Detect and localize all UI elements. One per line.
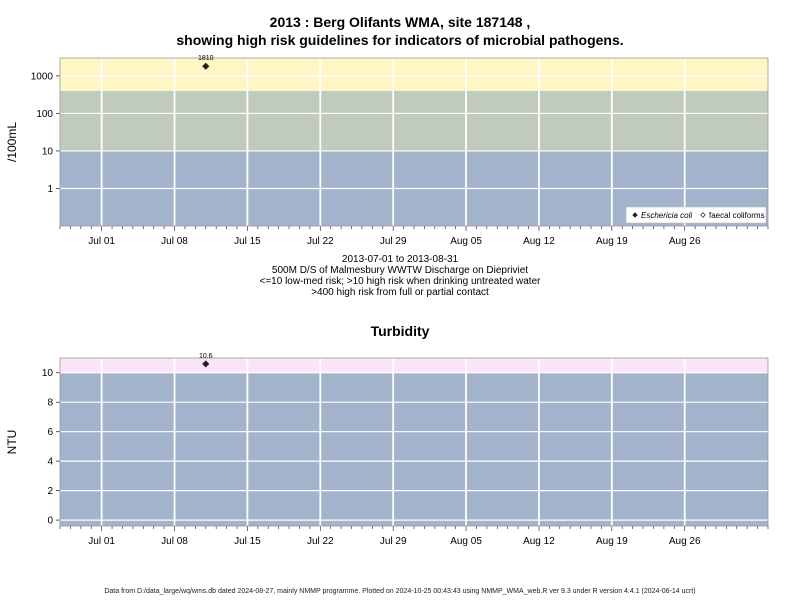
turbidity-y-tick-label: 10 bbox=[42, 368, 54, 379]
microbial-x-tick-label: Aug 05 bbox=[450, 236, 482, 247]
caption-risk-contact: >400 high risk from full or partial cont… bbox=[311, 287, 489, 298]
turbidity-chart-title: Turbidity bbox=[370, 323, 430, 339]
microbial-x-tick-label: Jul 15 bbox=[234, 236, 261, 247]
microbial-x-tick-label: Jul 01 bbox=[88, 236, 115, 247]
microbial-y-tick-label: 10 bbox=[42, 146, 54, 157]
microbial-legend-label: Eschericia coli bbox=[641, 211, 692, 220]
turbidity-x-tick-label: Jul 01 bbox=[88, 536, 115, 547]
turbidity-y-tick-label: 0 bbox=[47, 516, 53, 527]
turbidity-x-tick-label: Aug 19 bbox=[596, 536, 628, 547]
turbidity-y-axis-label: NTU bbox=[5, 430, 19, 455]
microbial-legend-marker bbox=[632, 212, 638, 218]
chart-title-line2: showing high risk guidelines for indicat… bbox=[176, 32, 624, 48]
microbial-y-tick-label: 100 bbox=[36, 109, 53, 120]
microbial-band-2 bbox=[60, 58, 768, 91]
microbial-legend-box bbox=[625, 206, 767, 224]
turbidity-x-tick-label: Jul 29 bbox=[380, 536, 407, 547]
caption-site-description: 500M D/S of Malmesbury WWTW Discharge on… bbox=[271, 265, 529, 276]
turbidity-x-tick-label: Jul 15 bbox=[234, 536, 261, 547]
turbidity-y-tick-label: 2 bbox=[47, 486, 53, 497]
microbial-x-tick-label: Aug 12 bbox=[523, 236, 555, 247]
microbial-x-tick-label: Jul 22 bbox=[307, 236, 334, 247]
microbial-y-tick-label: 1 bbox=[47, 184, 53, 195]
turbidity-data-label: 10.6 bbox=[199, 353, 213, 360]
turbidity-x-tick-label: Aug 26 bbox=[669, 536, 701, 547]
microbial-x-tick-label: Aug 26 bbox=[669, 236, 701, 247]
microbial-y-tick-label: 1000 bbox=[31, 71, 54, 82]
microbial-x-tick-label: Aug 19 bbox=[596, 236, 628, 247]
chart-title-line1: 2013 : Berg Olifants WMA, site 187148 , bbox=[269, 14, 531, 30]
footer-note: Data from D:/data_large/wq/wms.db dated … bbox=[104, 588, 696, 595]
microbial-y-axis-label: /100mL bbox=[5, 122, 19, 162]
turbidity-x-tick-label: Jul 22 bbox=[307, 536, 334, 547]
microbial-data-label: 1810 bbox=[198, 55, 214, 62]
microbial-legend-marker bbox=[700, 212, 706, 218]
turbidity-plot-frame bbox=[59, 357, 769, 527]
microbial-x-tick-label: Jul 29 bbox=[380, 236, 407, 247]
turbidity-x-tick-label: Aug 12 bbox=[523, 536, 555, 547]
turbidity-x-tick-label: Aug 05 bbox=[450, 536, 482, 547]
turbidity-y-tick-label: 6 bbox=[47, 427, 53, 438]
microbial-plot-frame bbox=[59, 57, 769, 227]
microbial-x-tick-label: Jul 08 bbox=[161, 236, 188, 247]
microbial-band-1 bbox=[60, 90, 768, 151]
caption-date-range: 2013-07-01 to 2013-08-31 bbox=[341, 254, 459, 265]
turbidity-x-tick-label: Jul 08 bbox=[161, 536, 188, 547]
turbidity-data-point bbox=[202, 360, 210, 368]
caption-risk-drinking: <=10 low-med risk; >10 high risk when dr… bbox=[259, 276, 541, 287]
turbidity-y-tick-label: 4 bbox=[47, 457, 53, 468]
microbial-data-point bbox=[202, 62, 210, 70]
microbial-legend-label: faecal coliforms bbox=[709, 211, 765, 220]
turbidity-y-tick-label: 8 bbox=[47, 398, 53, 409]
turbidity-band-0 bbox=[60, 372, 768, 526]
turbidity-band-1 bbox=[60, 358, 768, 373]
